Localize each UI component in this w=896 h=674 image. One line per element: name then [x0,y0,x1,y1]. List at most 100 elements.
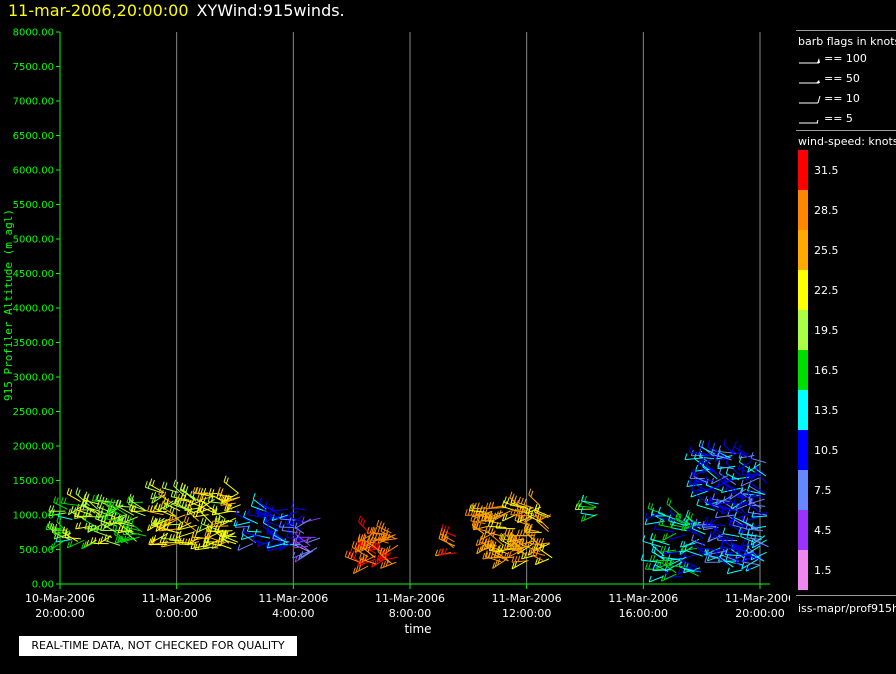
wind-barb [730,499,747,510]
colorbar-label: 10.5 [814,444,839,457]
wind-barb [511,560,527,570]
y-tick-label: 7500.00 [13,62,54,73]
wind-barb [196,525,211,533]
wind-barb [692,468,706,477]
wind-barb [271,514,288,522]
wind-barb [684,453,703,461]
wind-barb [747,463,761,473]
wind-barb [694,518,714,526]
colorbar-label: 31.5 [814,164,839,177]
wind-barb [742,555,759,566]
wind-barb [708,497,723,514]
wind-barb [697,458,713,467]
y-tick-label: 6000.00 [13,166,54,177]
x-tick-time: 16:00:00 [619,607,668,620]
data-source-label: iss-mapr/prof915h [798,602,896,615]
wind-barb [668,514,688,527]
wind-barb [656,560,675,570]
wind-barb [738,445,753,460]
wind-barb [669,506,686,524]
chart-title: 11-mar-2006,20:00:00 XYWind:915winds. [8,1,345,20]
wind-barb [731,445,747,457]
wind-barb [438,547,457,556]
wind-barb [128,493,147,511]
wind-barbs [45,438,769,583]
wind-barb [192,487,209,494]
wind-barb [750,452,767,464]
wind-barb [108,501,124,517]
wind-barb [654,522,674,533]
wind-barb [723,438,736,456]
wind-barb [667,554,683,562]
wind-barb [662,532,677,541]
wind-barb [217,486,235,501]
y-tick-label: 7000.00 [13,97,54,108]
legend-divider [796,30,896,31]
wind-barb [689,478,705,486]
wind-barb [525,506,542,515]
wind-barb [738,455,755,473]
wind-barb [205,523,222,534]
x-tick-time: 20:00:00 [35,607,84,620]
wind-barb [352,564,369,575]
wind-barb [70,505,86,521]
wind-barb [246,508,267,519]
barb-legend-label: == 5 [824,112,853,125]
wind-barb [115,499,131,508]
wind-barb [725,537,740,552]
wind-barb [670,533,686,540]
wind-barb [539,543,553,559]
colorbar-swatch [798,390,808,430]
wind-barb [192,510,209,518]
barb-legend-title: barb flags in knots [798,35,896,48]
wind-barb [734,511,753,527]
wind-barb [207,495,224,504]
wind-barb [155,521,172,532]
wind-barb [640,554,662,563]
wind-barb [534,557,550,566]
wind-barb [198,499,216,514]
wind-barb [741,558,759,570]
wind-barb [214,515,233,523]
wind-barb [115,499,135,516]
axes: 0.00 500.00 1000.00 1500.00 2000.00 2500.00 30… [13,28,790,621]
wind-barb [294,537,312,545]
wind-barb [256,538,276,547]
wind-barb [266,541,286,549]
wind-barb [487,520,507,528]
wind-barb [359,552,377,565]
wind-barb [728,513,746,528]
wind-barb [96,494,116,504]
wind-barb [114,536,134,544]
y-tick-label: 4500.00 [13,269,54,280]
wind-barb [529,548,544,561]
wind-barb [726,567,743,575]
wind-barb [371,557,388,568]
wind-barb [688,521,704,539]
wind-barb [751,510,768,518]
wind-barb [62,526,79,542]
wind-barb [252,492,267,510]
wind-barb [150,532,169,544]
barb-legend-label: == 50 [824,72,860,85]
wind-barb [750,477,765,494]
wind-barb [704,556,721,563]
x-tick-date: 11-Mar-2006 [725,592,790,605]
wind-barb [48,505,66,512]
wind-barb [493,551,514,559]
wind-barb [179,499,194,513]
wind-barb [484,550,502,563]
wind-barb [243,526,264,539]
wind-barb [724,548,742,557]
wind-barb [696,498,715,511]
wind-barb [158,488,175,505]
wind-barb [516,529,535,537]
wind-barb [256,504,276,520]
colorbar-swatch [798,270,808,310]
wind-barb [290,501,306,511]
wind-barb [720,541,736,562]
colorbar-label: 19.5 [814,324,839,337]
wind-barb [159,536,177,544]
wind-barb [686,480,703,488]
wind-barb [503,496,524,509]
